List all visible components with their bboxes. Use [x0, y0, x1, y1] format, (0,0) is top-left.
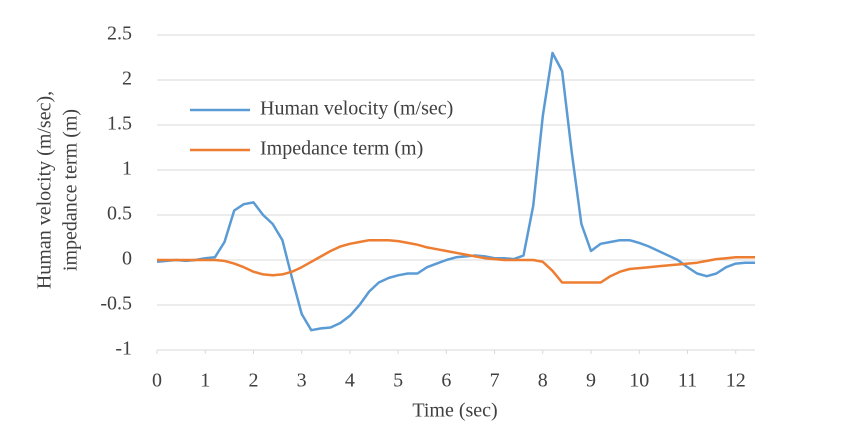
y-tick-label: 2: [122, 68, 132, 90]
y-tick-label: 1.5: [107, 113, 132, 135]
y-axis-title: impedance term (m): [60, 109, 82, 271]
y-tick-label: 0: [122, 248, 132, 270]
series-line: [157, 238, 755, 284]
x-tick-label: 8: [538, 370, 548, 392]
x-axis-title: Time (sec): [412, 400, 497, 422]
y-tick-label: 1: [122, 158, 132, 180]
x-tick-label: 6: [441, 370, 451, 392]
legend-label: Human velocity (m/sec): [260, 98, 453, 120]
x-tick-label: 3: [297, 370, 307, 392]
x-tick-label: 11: [678, 370, 697, 392]
x-tick-label: 1: [200, 370, 210, 392]
y-tick-label: -1: [115, 338, 132, 360]
x-tick-label: 12: [726, 370, 746, 392]
x-tick-label: 9: [586, 370, 596, 392]
x-tick-label: 2: [248, 370, 258, 392]
series-line: [156, 51, 755, 332]
x-tick-label: 5: [393, 370, 403, 392]
x-tick-label: 10: [629, 370, 649, 392]
x-tick-label: 0: [152, 370, 162, 392]
y-tick-label: -0.5: [100, 293, 132, 315]
x-tick-label: 7: [490, 370, 500, 392]
y-tick-label: 2.5: [107, 23, 132, 45]
y-tick-label: 0.5: [107, 203, 132, 225]
legend-label: Impedance term (m): [260, 138, 423, 160]
y-axis-title: Human velocity (m/sec),: [34, 91, 56, 289]
x-tick-label: 4: [345, 370, 355, 392]
